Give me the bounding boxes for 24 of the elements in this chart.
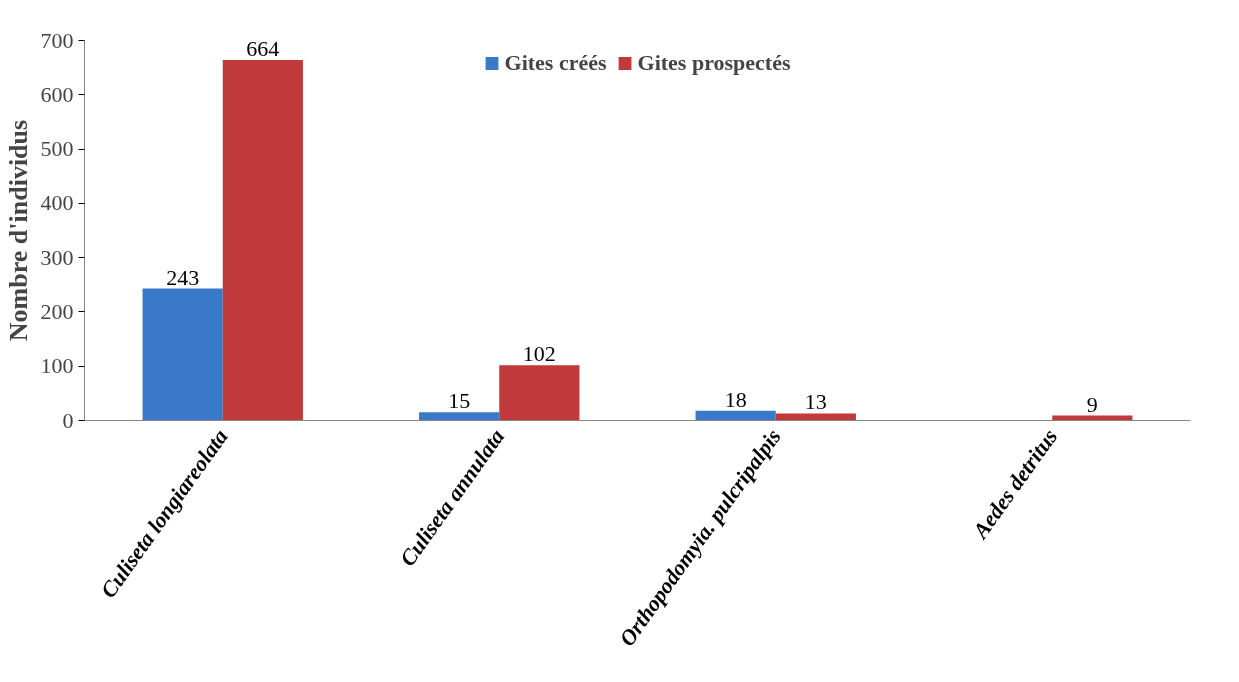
data-label: 664	[246, 36, 280, 62]
bar	[775, 413, 856, 421]
y-tick-label: 300	[40, 244, 74, 270]
data-label: 15	[448, 388, 471, 414]
bar	[222, 60, 303, 421]
bar	[419, 412, 500, 421]
bar	[142, 288, 223, 421]
y-tick-label: 100	[40, 353, 74, 379]
legend-label: Gites prospectés	[637, 50, 791, 76]
data-label: 243	[166, 264, 200, 290]
y-tick-label: 600	[40, 81, 74, 107]
y-tick-label: 700	[40, 27, 74, 53]
y-tick-label: 0	[62, 407, 74, 433]
y-tick-label: 500	[40, 136, 74, 162]
bar	[695, 410, 776, 421]
bar	[499, 365, 580, 421]
y-tick-label: 400	[40, 190, 74, 216]
data-label: 102	[522, 341, 556, 367]
data-label: 18	[724, 386, 747, 412]
data-label: 13	[804, 389, 827, 415]
legend-label: Gites créés	[504, 50, 607, 76]
y-axis-title: Nombre d'individus	[3, 119, 33, 342]
y-tick-label: 200	[40, 298, 74, 324]
data-label: 9	[1086, 391, 1098, 417]
